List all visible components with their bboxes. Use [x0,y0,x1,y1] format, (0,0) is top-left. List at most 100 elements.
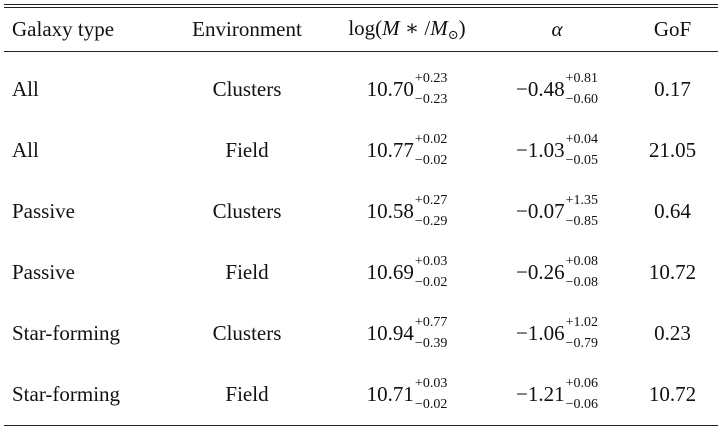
cell-log-mass-value: 10.70 +0.23 −0.23 [366,70,448,106]
cell-galaxy-type: All [12,138,39,162]
cell-alpha: −1.21 +0.06 −0.06 [487,364,627,425]
cell-alpha-value: −0.48 +0.81 −0.60 [516,70,598,106]
cell-environment: Clusters [212,77,282,101]
table-body: All Clusters 10.70 +0.23 −0.23 −0.48 +0.81 −0.6… [4,52,718,425]
cell-galaxy-type: Star-forming [12,321,121,345]
results-table: Galaxy type Environment log(M ∗ /M⊙) α G… [4,8,718,51]
cell-environment: Field [225,260,269,284]
header-logm-mid: ∗ / [399,16,431,40]
table-row: Star-forming Clusters 10.94 +0.77 −0.39 −1.06… [4,303,718,364]
cell-galaxy-type: Passive [12,199,75,223]
cell-alpha-value: −1.21 +0.06 −0.06 [516,375,598,411]
header-logm-suffix: ) [458,16,466,40]
cell-gof: 10.72 [648,260,697,284]
cell-log-mass: 10.77 +0.02 −0.02 [327,120,487,181]
cell-gof: 10.72 [648,382,697,406]
cell-alpha-upper-error: +0.81 [565,70,598,86]
cell-environment: Field [225,382,269,406]
header-logm-M: M [382,16,400,40]
cell-alpha-upper-error: +0.06 [565,375,598,391]
schechter-fit-table: Galaxy type Environment log(M ∗ /M⊙) α G… [4,4,718,426]
header-logm-prefix: log( [348,16,383,40]
results-body-table: All Clusters 10.70 +0.23 −0.23 −0.48 +0.81 −0.6… [4,52,718,425]
cell-log-mass-value: 10.69 +0.03 −0.02 [366,254,448,289]
cell-gof: 21.05 [648,138,697,162]
cell-log-mass-upper-error: +0.03 [414,375,448,391]
cell-gof: 0.64 [654,199,691,223]
cell-log-mass-errors: +0.03 −0.02 [414,375,448,411]
cell-environment: Field [225,138,269,162]
cell-alpha-lower-error: −0.85 [565,213,598,229]
header-logm-sun-symbol: ⊙ [447,27,459,42]
table-row: Star-forming Field 10.71 +0.03 −0.02 −1.21 +0.… [4,364,718,425]
cell-alpha: −1.03 +0.04 −0.05 [487,120,627,181]
cell-log-mass: 10.69 +0.03 −0.02 [327,242,487,303]
cell-log-mass-errors: +0.03 −0.02 [415,254,447,289]
cell-log-mass-upper-error: +0.27 [414,192,448,208]
cell-alpha-lower-error: −0.05 [565,152,598,168]
cell-galaxy-type: Star-forming [12,382,121,406]
header-log-stellar-mass: log(M ∗ /M⊙) [327,8,487,51]
cell-gof: 0.17 [654,77,691,101]
cell-log-mass-central: 10.69 [366,260,414,284]
header-environment: Environment [192,17,302,41]
cell-log-mass-value: 10.71 +0.03 −0.02 [367,375,448,411]
cell-log-mass-upper-error: +0.02 [414,131,448,147]
cell-alpha-value: −0.07 +1.35 −0.85 [516,192,598,228]
cell-alpha-central: −0.07 [516,199,565,223]
cell-log-mass-central: 10.70 [366,77,414,101]
cell-alpha-errors: +0.06 −0.06 [565,375,598,411]
cell-log-mass-lower-error: −0.39 [414,335,448,351]
table-row: All Field 10.77 +0.02 −0.02 −1.03 +0.04 −0.05 21… [4,120,718,181]
cell-gof: 0.23 [654,321,691,345]
cell-log-mass-central: 10.94 [366,321,414,345]
cell-log-mass: 10.58 +0.27 −0.29 [327,181,487,242]
cell-alpha-upper-error: +1.35 [565,192,598,208]
cell-log-mass-errors: +0.23 −0.23 [414,70,448,106]
cell-log-mass-errors: +0.27 −0.29 [414,192,448,228]
cell-alpha-errors: +0.81 −0.60 [565,70,598,106]
cell-alpha-errors: +0.08 −0.08 [565,253,598,289]
header-alpha: α [551,17,563,41]
cell-alpha-lower-error: −0.79 [565,335,598,351]
cell-log-mass-value: 10.58 +0.27 −0.29 [367,192,448,228]
cell-log-mass-errors: +0.02 −0.02 [414,131,448,167]
cell-alpha-upper-error: +0.04 [565,131,598,147]
cell-log-mass-upper-error: +0.23 [414,70,448,86]
top-rule-outer [4,4,718,5]
cell-environment: Clusters [212,321,282,345]
cell-log-mass-lower-error: −0.02 [414,152,448,168]
cell-environment: Clusters [212,199,282,223]
cell-alpha-lower-error: −0.06 [565,396,598,412]
cell-galaxy-type: Passive [12,260,75,284]
cell-alpha-central: −1.03 [516,138,565,162]
cell-alpha-lower-error: −0.60 [565,91,598,107]
cell-log-mass-value: 10.94 +0.77 −0.39 [366,314,448,350]
cell-log-mass-lower-error: −0.29 [414,213,448,229]
cell-alpha-errors: +1.35 −0.85 [565,192,598,228]
cell-alpha-value: −1.03 +0.04 −0.05 [516,131,598,167]
cell-alpha-upper-error: +1.02 [565,314,598,330]
cell-alpha-errors: +1.02 −0.79 [565,314,598,350]
cell-log-mass-upper-error: +0.77 [414,314,448,330]
header-galaxy-type: Galaxy type [12,17,115,41]
cell-log-mass: 10.70 +0.23 −0.23 [327,59,487,120]
header-gof: GoF [653,17,692,41]
cell-galaxy-type: All [12,77,39,101]
header-row: Galaxy type Environment log(M ∗ /M⊙) α G… [4,8,718,51]
cell-alpha-central: −1.06 [516,321,565,345]
cell-alpha: −0.26 +0.08 −0.08 [487,242,627,303]
cell-alpha-upper-error: +0.08 [565,253,598,269]
cell-alpha-central: −0.48 [516,77,565,101]
cell-alpha-central: −0.26 [516,260,565,284]
cell-alpha-errors: +0.04 −0.05 [565,131,598,167]
table-row: Passive Clusters 10.58 +0.27 −0.29 −0.07 +1.35… [4,181,718,242]
top-rule-inner [4,7,718,8]
cell-log-mass-lower-error: −0.02 [414,274,448,290]
cell-log-mass-lower-error: −0.23 [414,91,448,107]
cell-alpha: −1.06 +1.02 −0.79 [487,303,627,364]
cell-alpha-value: −0.26 +0.08 −0.08 [516,253,598,289]
cell-alpha-lower-error: −0.08 [565,274,598,290]
cell-alpha-central: −1.21 [516,382,565,406]
cell-alpha-value: −1.06 +1.02 −0.79 [516,314,598,350]
